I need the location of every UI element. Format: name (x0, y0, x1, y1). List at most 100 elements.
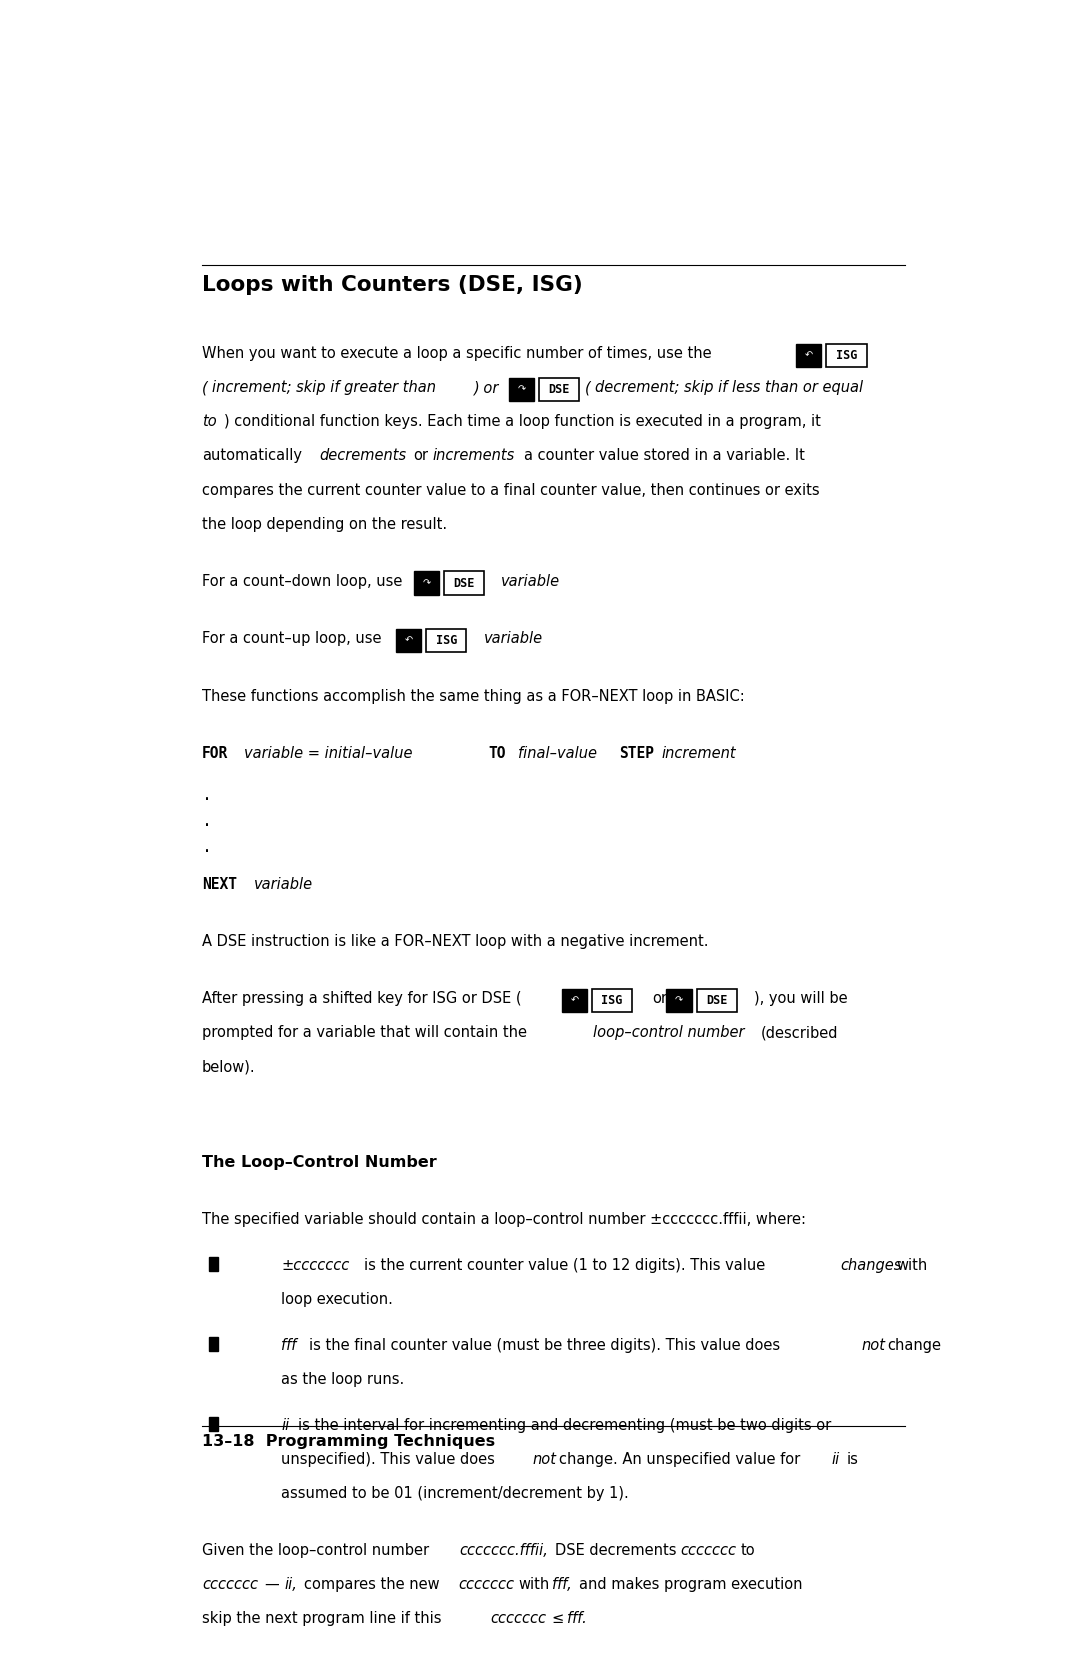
Bar (208, 1416, 218, 1431)
FancyBboxPatch shape (427, 629, 467, 652)
Text: ), you will be: ), you will be (754, 991, 848, 1007)
FancyBboxPatch shape (539, 378, 580, 401)
Text: ii,: ii, (284, 1577, 297, 1592)
Text: a counter value stored in a variable. It: a counter value stored in a variable. It (524, 448, 805, 463)
Text: STEP: STEP (619, 746, 653, 761)
Text: variable = initial–value: variable = initial–value (244, 746, 413, 761)
Text: (described: (described (761, 1025, 838, 1040)
FancyBboxPatch shape (414, 572, 438, 595)
Text: increment: increment (661, 746, 737, 761)
Text: fff,: fff, (552, 1577, 571, 1592)
Text: ISG: ISG (435, 634, 457, 647)
Text: ↷: ↷ (517, 385, 526, 395)
Text: is the final counter value (must be three digits). This value does: is the final counter value (must be thre… (309, 1338, 780, 1353)
Text: to: to (202, 415, 217, 430)
Text: ) conditional function keys. Each time a loop function is executed in a program,: ) conditional function keys. Each time a… (224, 415, 821, 430)
Text: TO: TO (488, 746, 505, 761)
Text: fff: fff (282, 1338, 297, 1353)
Text: ±ccccccc: ±ccccccc (282, 1257, 350, 1272)
Text: ≤: ≤ (552, 1612, 564, 1627)
Text: DSE: DSE (454, 577, 474, 590)
Text: (: ( (202, 380, 207, 395)
Text: below).: below). (202, 1060, 256, 1075)
FancyBboxPatch shape (592, 988, 632, 1012)
Text: with: with (896, 1257, 928, 1272)
Text: ↷: ↷ (422, 579, 430, 589)
Text: —: — (265, 1577, 280, 1592)
Text: unspecified). This value does: unspecified). This value does (282, 1451, 496, 1466)
Text: ii: ii (832, 1451, 839, 1466)
Text: loop–control number: loop–control number (593, 1025, 744, 1040)
Text: ↶: ↶ (805, 349, 813, 359)
Text: ISG: ISG (836, 349, 858, 361)
Text: change: change (888, 1338, 942, 1353)
Text: decrements: decrements (320, 448, 406, 463)
Text: .: . (202, 813, 212, 831)
Text: variable: variable (501, 573, 559, 589)
Text: ISG: ISG (602, 993, 623, 1007)
Text: change. An unspecified value for: change. An unspecified value for (558, 1451, 800, 1466)
Text: ↶: ↶ (405, 635, 413, 645)
Text: skip the next program line if this: skip the next program line if this (202, 1612, 442, 1627)
Text: loop execution.: loop execution. (282, 1292, 393, 1308)
Text: as the loop runs.: as the loop runs. (282, 1371, 405, 1386)
Text: The Loop–Control Number: The Loop–Control Number (202, 1155, 436, 1170)
Text: not: not (532, 1451, 556, 1466)
Text: to: to (740, 1543, 755, 1558)
FancyBboxPatch shape (562, 988, 588, 1012)
Text: variable: variable (254, 876, 313, 891)
Text: .: . (202, 838, 212, 856)
Bar (208, 1338, 218, 1351)
FancyBboxPatch shape (509, 378, 535, 401)
Text: increment; skip if greater than: increment; skip if greater than (212, 380, 436, 395)
Text: A DSE instruction is like a FOR–NEXT loop with a negative increment.: A DSE instruction is like a FOR–NEXT loo… (202, 935, 708, 948)
Text: final–value: final–value (518, 746, 597, 761)
Text: (: ( (585, 380, 591, 395)
Text: the loop depending on the result.: the loop depending on the result. (202, 517, 447, 532)
Text: not: not (862, 1338, 886, 1353)
FancyBboxPatch shape (826, 343, 866, 366)
Text: For a count–up loop, use: For a count–up loop, use (202, 632, 381, 647)
Text: .: . (202, 786, 212, 804)
Text: ↷: ↷ (675, 995, 684, 1005)
Text: Given the loop–control number: Given the loop–control number (202, 1543, 429, 1558)
Text: ccccccc.fffii,: ccccccc.fffii, (460, 1543, 549, 1558)
Text: 13–18  Programming Techniques: 13–18 Programming Techniques (202, 1435, 495, 1450)
Text: FOR: FOR (202, 746, 228, 761)
Text: ii: ii (282, 1418, 289, 1433)
Text: fff.: fff. (567, 1612, 586, 1627)
FancyBboxPatch shape (444, 572, 484, 595)
Text: or: or (652, 991, 667, 1007)
Text: ccccccc: ccccccc (680, 1543, 737, 1558)
Text: DSE decrements: DSE decrements (555, 1543, 677, 1558)
Text: For a count–down loop, use: For a count–down loop, use (202, 573, 403, 589)
Text: DSE: DSE (549, 383, 570, 396)
Text: ccccccc: ccccccc (490, 1612, 546, 1627)
Text: assumed to be 01 (increment/decrement by 1).: assumed to be 01 (increment/decrement by… (282, 1486, 630, 1501)
Bar (208, 1257, 218, 1271)
Text: compares the new: compares the new (305, 1577, 440, 1592)
Text: is: is (847, 1451, 859, 1466)
FancyBboxPatch shape (396, 629, 421, 652)
Text: The specified variable should contain a loop–control number ±ccccccc.fffii, wher: The specified variable should contain a … (202, 1212, 806, 1227)
Text: ccccccc: ccccccc (202, 1577, 258, 1592)
FancyBboxPatch shape (796, 343, 821, 366)
Text: changes: changes (840, 1257, 902, 1272)
Text: prompted for a variable that will contain the: prompted for a variable that will contai… (202, 1025, 527, 1040)
Text: After pressing a shifted key for ISG or DSE (: After pressing a shifted key for ISG or … (202, 991, 522, 1007)
Text: is the interval for incrementing and decrementing (must be two digits or: is the interval for incrementing and dec… (298, 1418, 832, 1433)
Text: ccccccc: ccccccc (458, 1577, 514, 1592)
Text: is the current counter value (1 to 12 digits). This value: is the current counter value (1 to 12 di… (364, 1257, 765, 1272)
Text: and makes program execution: and makes program execution (579, 1577, 802, 1592)
Text: ) or: ) or (474, 380, 499, 395)
FancyBboxPatch shape (697, 988, 737, 1012)
Text: automatically: automatically (202, 448, 302, 463)
Text: with: with (518, 1577, 550, 1592)
Text: DSE: DSE (706, 993, 728, 1007)
Text: compares the current counter value to a final counter value, then continues or e: compares the current counter value to a … (202, 483, 820, 498)
Text: Loops with Counters (DSE, ISG): Loops with Counters (DSE, ISG) (202, 276, 583, 296)
Text: or: or (414, 448, 429, 463)
Text: decrement; skip if less than or equal: decrement; skip if less than or equal (595, 380, 864, 395)
Text: These functions accomplish the same thing as a FOR–NEXT loop in BASIC:: These functions accomplish the same thin… (202, 689, 745, 704)
Text: increments: increments (433, 448, 515, 463)
